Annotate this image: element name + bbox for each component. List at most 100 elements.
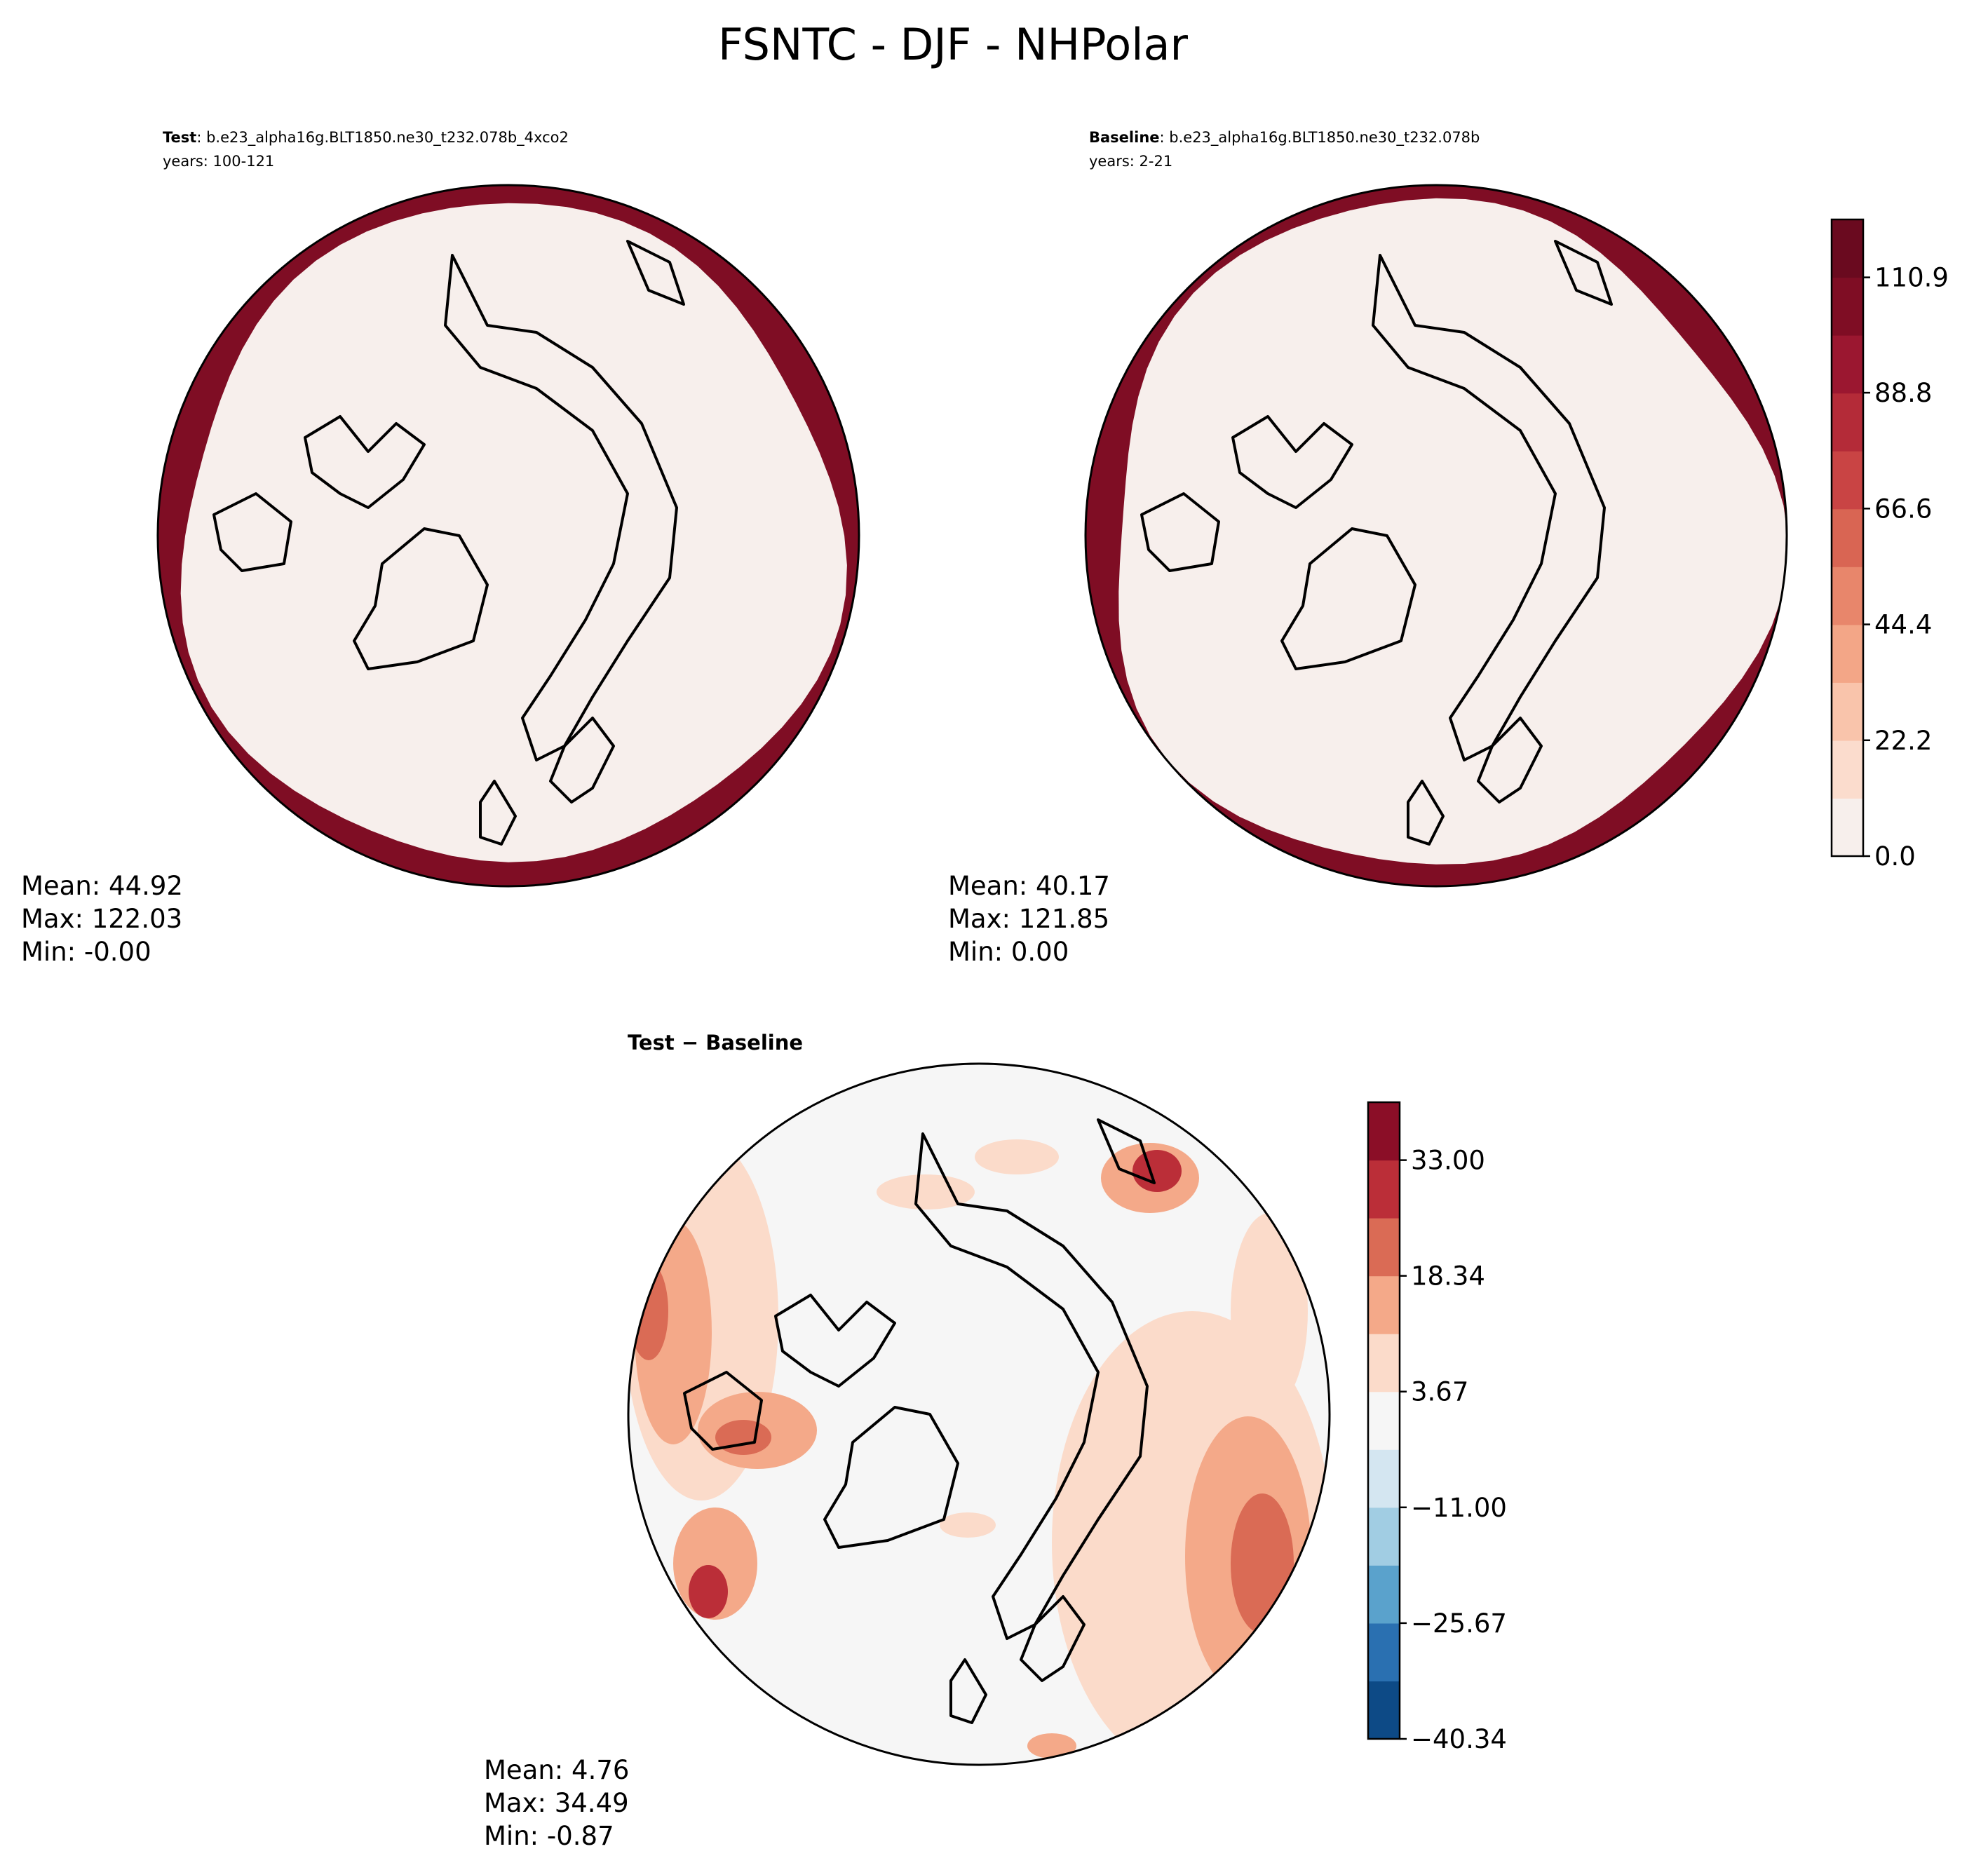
diff-stat-mean: Mean: 4.76 xyxy=(484,1755,629,1785)
colorbar-tick-label: 66.6 xyxy=(1874,494,1932,524)
colorbar-swatch xyxy=(1832,393,1863,452)
panel-diff: Test − Baseline Mean: 4.76 Max: 34.49 Mi… xyxy=(484,1031,1331,1851)
figure-title: FSNTC - DJF - NHPolar xyxy=(718,19,1188,70)
colorbar-tick-label: −11.00 xyxy=(1411,1493,1507,1523)
coastline xyxy=(353,527,489,670)
colorbar-swatch xyxy=(1368,1391,1400,1450)
colorbar-swatch xyxy=(1832,451,1863,510)
colorbar-top: 0.0 22.2 44.4 66.6 88.8 110.9 xyxy=(1830,218,1949,872)
colorbar-swatch xyxy=(1368,1622,1400,1681)
baseline-coastlines xyxy=(1140,240,1613,846)
contour-band xyxy=(180,203,847,862)
colorbar-swatch xyxy=(1832,682,1863,741)
colorbar-frame xyxy=(1367,1101,1401,1740)
coastline xyxy=(1554,240,1613,306)
test-years: years: 100-121 xyxy=(163,153,274,170)
baseline-contours xyxy=(1086,185,1787,886)
colorbar-tick-label: 33.00 xyxy=(1411,1146,1485,1176)
coastline xyxy=(1372,254,1606,761)
test-header: Test: b.e23_alpha16g.BLT1850.ne30_t232.0… xyxy=(163,129,569,147)
colorbar-swatch xyxy=(1832,740,1863,799)
coastline xyxy=(1407,780,1445,846)
diff-map xyxy=(628,1064,1330,1765)
baseline-stat-min: Min: 0.00 xyxy=(948,937,1069,967)
contour-blob xyxy=(1231,1213,1308,1409)
contour-blob xyxy=(1027,1733,1076,1759)
contour-band xyxy=(1118,198,1787,865)
colorbar-tick-label: 18.34 xyxy=(1411,1261,1485,1292)
colorbar-swatch xyxy=(1832,277,1863,336)
coastline xyxy=(549,717,615,804)
baseline-years: years: 2-21 xyxy=(1089,153,1172,170)
test-map xyxy=(158,185,859,886)
colorbar-tick-label: −25.67 xyxy=(1411,1608,1507,1639)
colorbar-diff: −40.34 −25.67 −11.00 3.67 18.34 33.00 xyxy=(1367,1101,1507,1754)
colorbar-tick-label: 44.4 xyxy=(1874,610,1932,640)
test-stat-min: Min: -0.00 xyxy=(21,937,151,967)
diff-contours xyxy=(628,1064,1330,1765)
diff-stat-max: Max: 34.49 xyxy=(484,1788,629,1818)
colorbar-swatch xyxy=(1368,1507,1400,1566)
colorbar-swatch xyxy=(1368,1275,1400,1334)
test-case: : b.e23_alpha16g.BLT1850.ne30_t232.078b_… xyxy=(196,129,569,147)
colorbar-swatch xyxy=(1368,1681,1400,1740)
coastline xyxy=(304,415,426,509)
baseline-stat-max: Max: 121.85 xyxy=(948,904,1109,934)
coastline xyxy=(212,492,292,572)
diff-stat-min: Min: -0.87 xyxy=(484,1821,614,1851)
coastline xyxy=(1020,1595,1086,1682)
test-stat-max: Max: 122.03 xyxy=(21,904,182,934)
coastline xyxy=(823,1406,959,1549)
colorbar-swatch xyxy=(1368,1449,1400,1508)
test-map-boundary xyxy=(156,184,860,888)
test-label: Test xyxy=(163,129,196,146)
coastline xyxy=(774,1294,896,1388)
colorbar-swatch xyxy=(1832,567,1863,625)
colorbar-swatch xyxy=(1368,1102,1400,1161)
contour-blob xyxy=(689,1565,728,1618)
colorbar-tick-label: 3.67 xyxy=(1411,1377,1468,1407)
test-stat-mean: Mean: 44.92 xyxy=(21,871,183,901)
colorbar-swatch xyxy=(1832,624,1863,683)
baseline-header: Baseline: b.e23_alpha16g.BLT1850.ne30_t2… xyxy=(1089,129,1480,147)
baseline-case: : b.e23_alpha16g.BLT1850.ne30_t232.078b xyxy=(1160,129,1480,147)
panel-baseline: Baseline: b.e23_alpha16g.BLT1850.ne30_t2… xyxy=(948,129,1788,967)
colorbar-frame xyxy=(1830,218,1865,858)
colorbar-tick-label: 88.8 xyxy=(1874,378,1932,408)
baseline-stat-mean: Mean: 40.17 xyxy=(948,871,1110,901)
colorbar-tick-label: 22.2 xyxy=(1874,726,1932,756)
baseline-label: Baseline xyxy=(1089,129,1160,146)
contour-blob xyxy=(1231,1493,1294,1634)
contour-blob xyxy=(877,1174,975,1210)
contour-blob xyxy=(715,1420,771,1455)
contour-blob xyxy=(940,1512,996,1538)
colorbar-swatch xyxy=(1832,219,1863,278)
colorbar-tick-label: 110.9 xyxy=(1874,263,1949,293)
baseline-map-boundary xyxy=(1084,184,1788,888)
colorbar-swatch xyxy=(1368,1565,1400,1624)
coastline xyxy=(1097,1118,1156,1184)
coastline xyxy=(683,1371,763,1451)
test-contours xyxy=(158,185,859,886)
colorbar-swatch xyxy=(1832,798,1863,857)
coastline xyxy=(1231,415,1353,509)
colorbar-swatch xyxy=(1368,1334,1400,1393)
contour-blob xyxy=(975,1139,1059,1174)
coastline xyxy=(914,1132,1149,1640)
colorbar-tick-label: −40.34 xyxy=(1411,1724,1507,1754)
diff-map-boundary xyxy=(627,1062,1331,1766)
coastline xyxy=(949,1658,987,1724)
coastline xyxy=(1477,717,1543,804)
contour-blob xyxy=(1132,1150,1182,1192)
diff-coastlines xyxy=(683,1118,1156,1724)
baseline-map xyxy=(1086,185,1787,886)
test-coastlines xyxy=(212,240,685,846)
colorbar-swatch xyxy=(1832,508,1863,567)
colorbar-swatch xyxy=(1368,1160,1400,1219)
coastline xyxy=(1140,492,1220,572)
coastline xyxy=(1280,527,1416,670)
diff-title: Test − Baseline xyxy=(628,1031,803,1055)
coastline xyxy=(626,240,685,306)
colorbar-tick-label: 0.0 xyxy=(1874,841,1916,872)
